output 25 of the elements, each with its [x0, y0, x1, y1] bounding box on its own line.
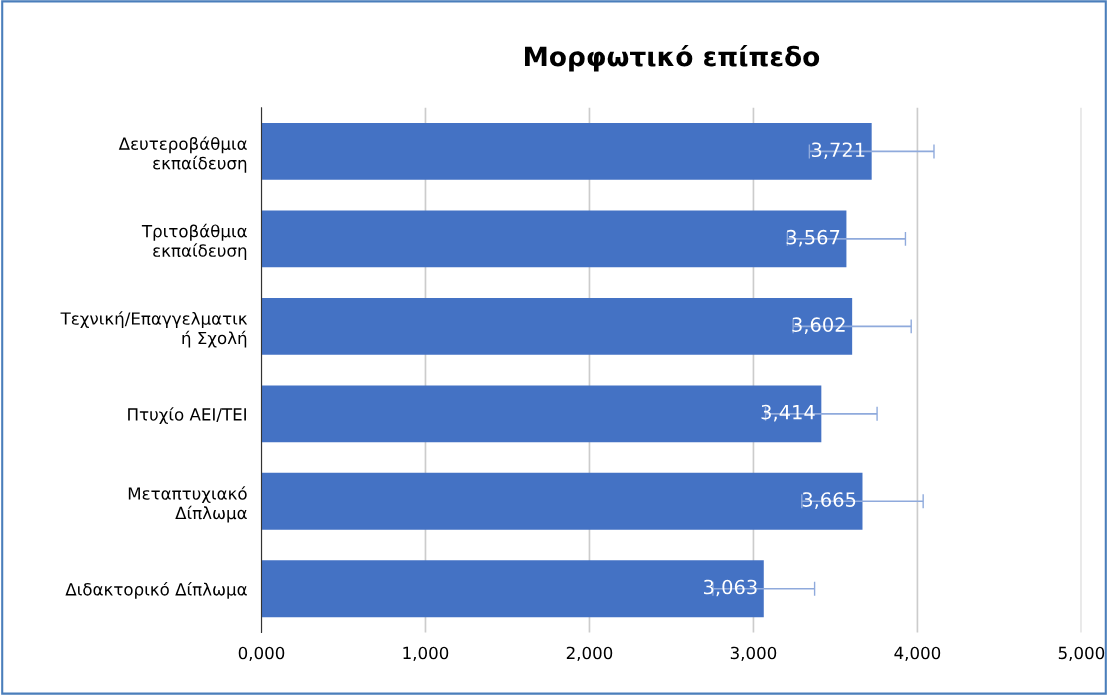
- bar: [261, 385, 822, 443]
- x-tick-label: 1,000: [403, 646, 449, 661]
- bar: [261, 560, 764, 618]
- chart-title: Μορφωτικό επίπεδο: [525, 44, 820, 72]
- x-tick-label: 4,000: [894, 646, 941, 661]
- x-tick-label: 3,000: [730, 646, 777, 661]
- bar: [261, 123, 872, 180]
- x-tick-label: 0,000: [238, 646, 285, 661]
- y-tick-label: Τεχνική/Επαγγελματικ ή Σχολή: [60, 311, 248, 348]
- data-label: 3,567: [786, 229, 840, 247]
- data-label: 3,414: [761, 404, 815, 422]
- x-tick-label: 2,000: [566, 646, 613, 661]
- data-label: 3,063: [704, 579, 757, 597]
- y-tick-label: Μεταπτυχιακό Δίπλωμα: [128, 486, 247, 523]
- bar: [261, 210, 847, 268]
- y-tick-label: Δευτεροβάθμια εκπαίδευση: [118, 136, 247, 173]
- bar: [261, 297, 853, 355]
- y-tick-label: Πτυχίο ΑΕΙ/ΤΕΙ: [128, 407, 246, 424]
- data-label: 3,665: [802, 492, 856, 509]
- x-tick-label: 5,000: [1058, 646, 1105, 661]
- data-label: 3,602: [792, 317, 845, 334]
- y-tick-label: Διδακτορικό Δίπλωμα: [65, 582, 247, 599]
- bar: [261, 472, 863, 530]
- y-tick-label: Τριτοβάθμια εκπαίδευση: [141, 223, 247, 261]
- data-label: 3,721: [811, 142, 865, 160]
